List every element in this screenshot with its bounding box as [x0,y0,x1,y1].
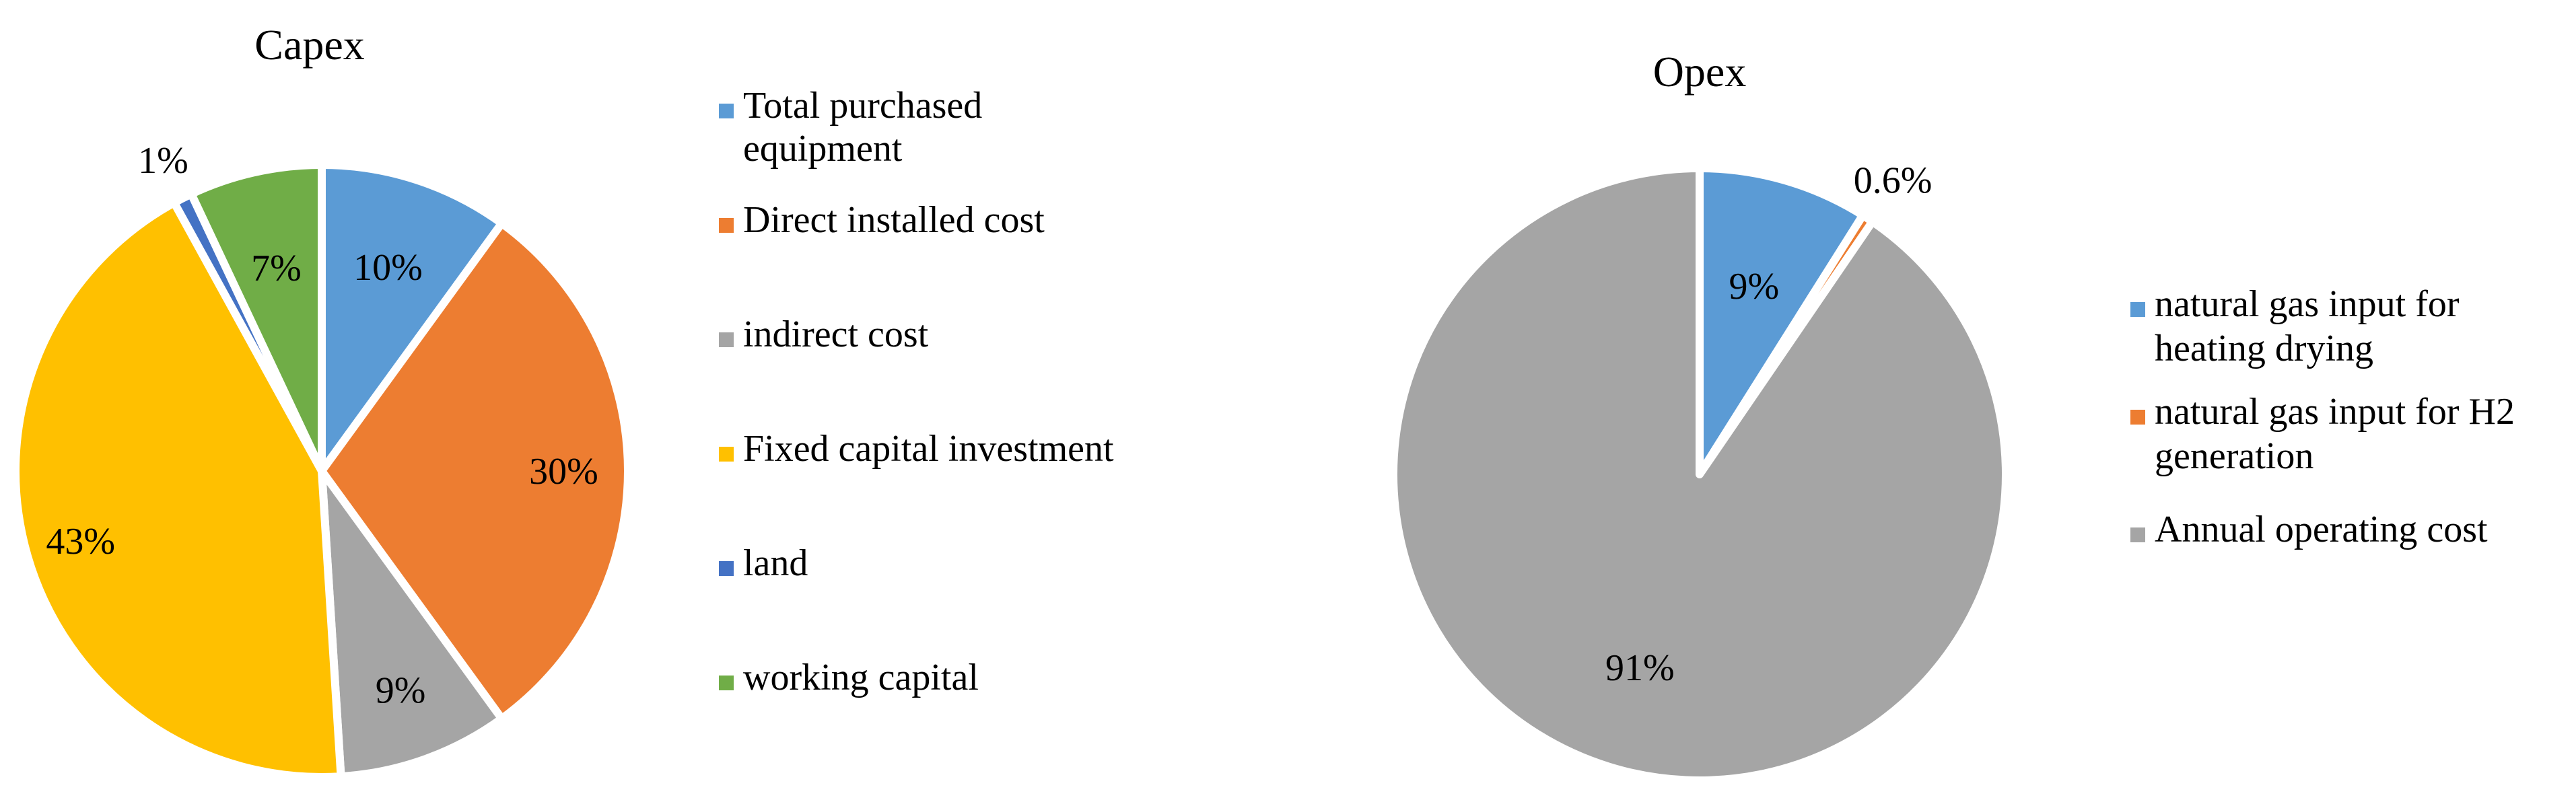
capex-data-label-0: 10% [353,247,423,289]
capex-title: Capex [254,21,365,69]
capex-legend-entry-3: Fixed capital investment [743,428,1114,470]
capex-legend-entry-1: Direct installed cost [743,199,1045,241]
capex-legend-entry-5: working capital [743,657,979,698]
capex-slice-3 [11,198,345,781]
capex-data-label-5: 7% [251,248,302,289]
capex-slice-1 [318,219,632,723]
opex-legend-swatch-1 [2130,410,2145,425]
opex-slice-2 [1389,164,2010,785]
opex-data-label-1: 0.6% [1854,160,1933,202]
capex-data-labels: 10% 30% 9% 43% 1% 7% [46,140,598,712]
capex-slice-0 [318,161,506,475]
capex-legend-swatch-1 [719,218,734,233]
capex-legend-swatch-0 [719,104,734,118]
opex-data-label-0: 9% [1729,266,1779,307]
opex-slice-0 [1696,164,1867,478]
capex-data-label-4: 1% [138,140,188,182]
opex-data-label-2: 91% [1605,647,1675,689]
capex-chart: Capex 10% 30% 9% 43% 1% 7% Total purchased equ… [11,21,1114,781]
capex-legend-swatch-5 [719,676,734,690]
opex-legend-entry-1: natural gas input for H2 generation [2155,391,2515,477]
capex-slice-5 [187,161,326,475]
capex-legend-entry-0: Total purchased equipment [743,85,982,170]
capex-legend-swatch-3 [719,447,734,462]
capex-legend-swatch-4 [719,561,734,576]
opex-slices [1389,164,2010,785]
opex-data-labels: 9% 0.6% 91% [1605,160,1932,689]
opex-legend-entry-2: Annual operating cost [2155,509,2488,550]
capex-data-label-2: 9% [376,669,426,711]
opex-title: Opex [1653,48,1747,96]
capex-slices [11,161,632,781]
capex-slice-2 [318,467,506,781]
capex-data-label-1: 30% [529,451,598,493]
opex-legend-swatch-0 [2130,302,2145,317]
capex-legend: Total purchased equipment Direct installed… [719,85,1114,698]
capex-legend-swatch-2 [719,332,734,347]
opex-chart: Opex 9% 0.6% 91% natural gas input for heat… [1389,48,2515,785]
opex-legend-swatch-2 [2130,527,2145,542]
capex-data-label-3: 43% [46,521,115,562]
capex-legend-entry-2: indirect cost [743,314,929,355]
opex-legend-entry-0: natural gas input for heating drying [2155,283,2460,369]
opex-legend: natural gas input for heating drying natur… [2130,283,2515,550]
capex-legend-entry-4: land [743,542,808,584]
